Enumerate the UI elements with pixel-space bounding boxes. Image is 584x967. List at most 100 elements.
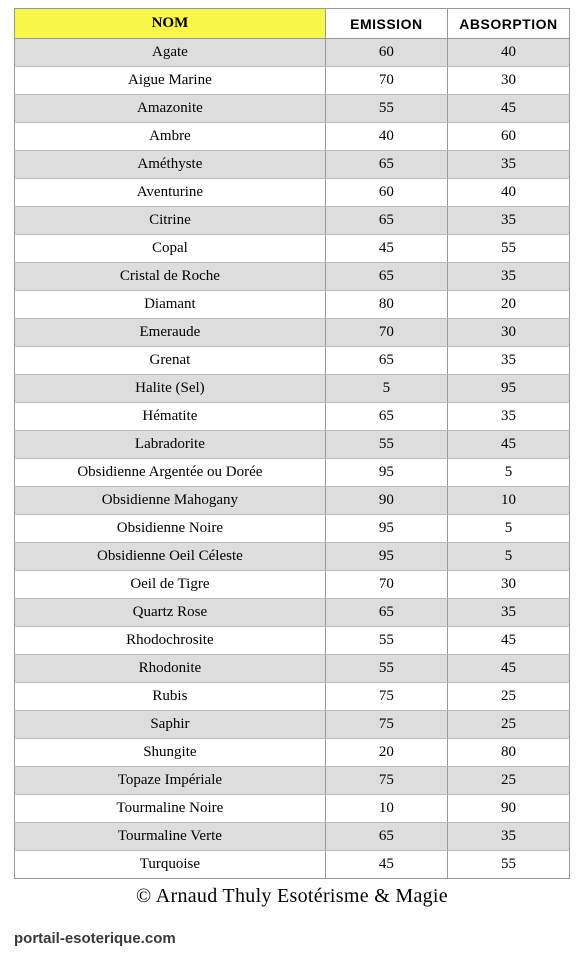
cell-nom: Topaze Impériale — [15, 767, 326, 795]
cell-absorption: 45 — [447, 95, 569, 123]
cell-nom: Amazonite — [15, 95, 326, 123]
header-absorption: ABSORPTION — [447, 9, 569, 39]
cell-nom: Obsidienne Argentée ou Dorée — [15, 459, 326, 487]
cell-emission: 70 — [325, 319, 447, 347]
cell-nom: Améthyste — [15, 151, 326, 179]
cell-nom: Obsidienne Oeil Céleste — [15, 543, 326, 571]
table-row: Obsidienne Noire955 — [15, 515, 570, 543]
table-row: Oeil de Tigre7030 — [15, 571, 570, 599]
copyright-text: © Arnaud Thuly Esotérisme & Magie — [14, 879, 570, 912]
cell-absorption: 40 — [447, 179, 569, 207]
cell-emission: 90 — [325, 487, 447, 515]
cell-emission: 65 — [325, 263, 447, 291]
cell-emission: 55 — [325, 627, 447, 655]
cell-absorption: 55 — [447, 235, 569, 263]
cell-absorption: 60 — [447, 123, 569, 151]
stones-table: NOM EMISSION ABSORPTION Agate6040Aigue M… — [14, 8, 570, 879]
cell-nom: Labradorite — [15, 431, 326, 459]
table-row: Agate6040 — [15, 39, 570, 67]
cell-absorption: 45 — [447, 655, 569, 683]
cell-absorption: 35 — [447, 599, 569, 627]
table-row: Obsidienne Argentée ou Dorée955 — [15, 459, 570, 487]
cell-absorption: 55 — [447, 851, 569, 879]
cell-nom: Obsidienne Mahogany — [15, 487, 326, 515]
cell-emission: 45 — [325, 851, 447, 879]
cell-absorption: 25 — [447, 711, 569, 739]
cell-nom: Rhodochrosite — [15, 627, 326, 655]
cell-emission: 40 — [325, 123, 447, 151]
cell-emission: 65 — [325, 347, 447, 375]
table-row: Rhodonite5545 — [15, 655, 570, 683]
cell-emission: 65 — [325, 403, 447, 431]
cell-nom: Ambre — [15, 123, 326, 151]
table-row: Diamant8020 — [15, 291, 570, 319]
table-row: Obsidienne Mahogany9010 — [15, 487, 570, 515]
cell-absorption: 35 — [447, 823, 569, 851]
cell-nom: Copal — [15, 235, 326, 263]
cell-nom: Hématite — [15, 403, 326, 431]
table-row: Copal4555 — [15, 235, 570, 263]
table-row: Quartz Rose6535 — [15, 599, 570, 627]
source-text: portail-esoterique.com — [0, 912, 584, 967]
cell-absorption: 30 — [447, 571, 569, 599]
cell-emission: 95 — [325, 515, 447, 543]
table-row: Emeraude7030 — [15, 319, 570, 347]
cell-nom: Rhodonite — [15, 655, 326, 683]
table-row: Tourmaline Noire1090 — [15, 795, 570, 823]
cell-absorption: 95 — [447, 375, 569, 403]
cell-nom: Quartz Rose — [15, 599, 326, 627]
cell-emission: 60 — [325, 179, 447, 207]
cell-emission: 65 — [325, 599, 447, 627]
cell-emission: 45 — [325, 235, 447, 263]
cell-absorption: 45 — [447, 431, 569, 459]
cell-nom: Agate — [15, 39, 326, 67]
table-row: Amazonite5545 — [15, 95, 570, 123]
cell-emission: 70 — [325, 571, 447, 599]
cell-emission: 75 — [325, 683, 447, 711]
cell-absorption: 30 — [447, 319, 569, 347]
cell-emission: 75 — [325, 711, 447, 739]
table-row: Citrine6535 — [15, 207, 570, 235]
cell-emission: 55 — [325, 95, 447, 123]
cell-emission: 10 — [325, 795, 447, 823]
cell-emission: 65 — [325, 207, 447, 235]
cell-absorption: 5 — [447, 543, 569, 571]
table-row: Grenat6535 — [15, 347, 570, 375]
header-row: NOM EMISSION ABSORPTION — [15, 9, 570, 39]
cell-nom: Emeraude — [15, 319, 326, 347]
table-row: Shungite2080 — [15, 739, 570, 767]
header-nom: NOM — [15, 9, 326, 39]
table-row: Turquoise4555 — [15, 851, 570, 879]
cell-absorption: 35 — [447, 263, 569, 291]
cell-nom: Citrine — [15, 207, 326, 235]
table-row: Tourmaline Verte6535 — [15, 823, 570, 851]
table-row: Halite (Sel)595 — [15, 375, 570, 403]
cell-absorption: 20 — [447, 291, 569, 319]
cell-nom: Aventurine — [15, 179, 326, 207]
table-row: Hématite6535 — [15, 403, 570, 431]
table-row: Aigue Marine7030 — [15, 67, 570, 95]
cell-nom: Tourmaline Noire — [15, 795, 326, 823]
cell-absorption: 80 — [447, 739, 569, 767]
cell-nom: Grenat — [15, 347, 326, 375]
cell-emission: 75 — [325, 767, 447, 795]
table-row: Obsidienne Oeil Céleste955 — [15, 543, 570, 571]
table-row: Aventurine6040 — [15, 179, 570, 207]
cell-absorption: 25 — [447, 683, 569, 711]
cell-absorption: 5 — [447, 515, 569, 543]
table-row: Ambre4060 — [15, 123, 570, 151]
cell-absorption: 35 — [447, 403, 569, 431]
table-row: Améthyste6535 — [15, 151, 570, 179]
cell-emission: 55 — [325, 655, 447, 683]
cell-absorption: 10 — [447, 487, 569, 515]
cell-emission: 70 — [325, 67, 447, 95]
header-emission: EMISSION — [325, 9, 447, 39]
cell-absorption: 35 — [447, 207, 569, 235]
cell-nom: Aigue Marine — [15, 67, 326, 95]
cell-emission: 60 — [325, 39, 447, 67]
cell-emission: 95 — [325, 459, 447, 487]
cell-nom: Rubis — [15, 683, 326, 711]
cell-nom: Turquoise — [15, 851, 326, 879]
cell-absorption: 35 — [447, 151, 569, 179]
cell-nom: Oeil de Tigre — [15, 571, 326, 599]
